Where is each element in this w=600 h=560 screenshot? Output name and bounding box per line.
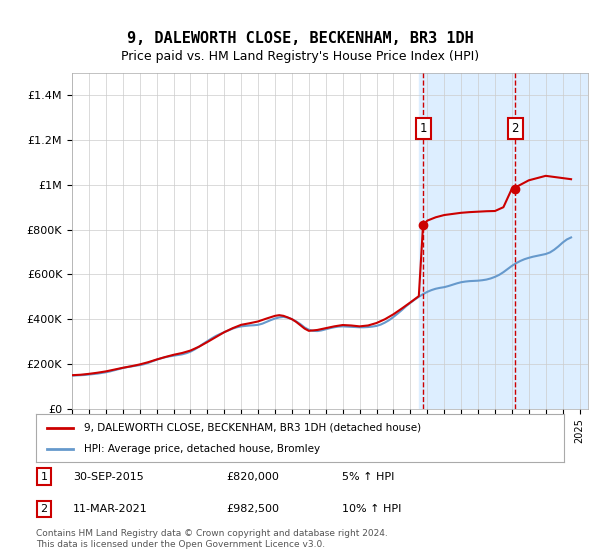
Text: 2: 2 <box>512 122 519 135</box>
Text: 9, DALEWORTH CLOSE, BECKENHAM, BR3 1DH: 9, DALEWORTH CLOSE, BECKENHAM, BR3 1DH <box>127 31 473 46</box>
Text: £982,500: £982,500 <box>226 504 279 514</box>
Text: 2: 2 <box>40 504 47 514</box>
Text: 9, DALEWORTH CLOSE, BECKENHAM, BR3 1DH (detached house): 9, DALEWORTH CLOSE, BECKENHAM, BR3 1DH (… <box>83 423 421 433</box>
Text: HPI: Average price, detached house, Bromley: HPI: Average price, detached house, Brom… <box>83 444 320 454</box>
Text: 10% ↑ HPI: 10% ↑ HPI <box>342 504 401 514</box>
Text: 30-SEP-2015: 30-SEP-2015 <box>73 472 144 482</box>
Text: £820,000: £820,000 <box>226 472 279 482</box>
Text: 11-MAR-2021: 11-MAR-2021 <box>73 504 148 514</box>
Bar <box>419 73 588 409</box>
Text: Price paid vs. HM Land Registry's House Price Index (HPI): Price paid vs. HM Land Registry's House … <box>121 50 479 63</box>
Text: 1: 1 <box>419 122 427 135</box>
Text: 5% ↑ HPI: 5% ↑ HPI <box>342 472 395 482</box>
Text: 1: 1 <box>40 472 47 482</box>
Text: Contains HM Land Registry data © Crown copyright and database right 2024.
This d: Contains HM Land Registry data © Crown c… <box>36 529 388 549</box>
